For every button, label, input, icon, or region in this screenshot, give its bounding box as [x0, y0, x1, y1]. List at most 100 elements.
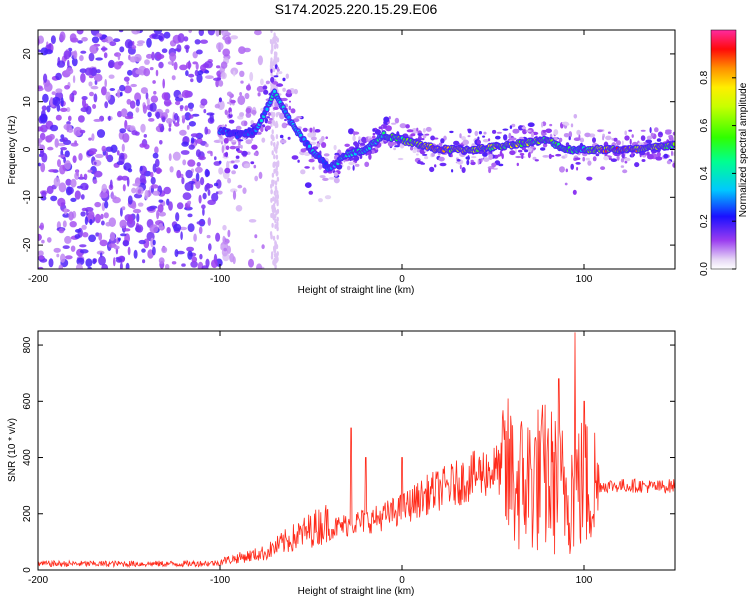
noise-blob — [478, 131, 482, 135]
noise-blob — [101, 39, 109, 42]
noise-blob — [270, 197, 273, 203]
noise-blob — [41, 239, 45, 244]
noise-blob — [124, 115, 134, 120]
noise-blob — [217, 190, 223, 195]
noise-blob — [276, 199, 279, 204]
noise-blob — [92, 179, 98, 185]
noise-blob — [82, 98, 86, 108]
noise-blob — [56, 104, 61, 112]
noise-blob — [243, 120, 248, 127]
noise-blob — [131, 130, 138, 136]
noise-blob — [55, 72, 62, 81]
noise-blob — [668, 135, 672, 138]
noise-blob — [227, 177, 232, 184]
noise-blob — [39, 113, 48, 123]
noise-blob — [96, 129, 106, 138]
noise-blob — [272, 208, 275, 214]
noise-blob — [605, 135, 612, 141]
noise-blob — [309, 127, 313, 133]
x-tick-label: -100 — [210, 575, 230, 586]
noise-blob — [541, 121, 544, 128]
noise-blob — [47, 237, 52, 243]
noise-blob — [135, 224, 144, 233]
colorbar-tick-label: 0.6 — [699, 118, 710, 132]
noise-blob — [42, 93, 49, 103]
noise-blob — [127, 246, 131, 256]
noise-blob — [471, 143, 476, 147]
spectrogram-y-ticks: -20 -10 0 10 20 — [22, 48, 675, 252]
noise-blob — [270, 68, 273, 74]
noise-blob — [346, 165, 351, 171]
noise-blob — [207, 199, 216, 205]
noise-blob — [602, 135, 605, 141]
noise-blob — [491, 162, 497, 168]
noise-blob — [270, 76, 275, 83]
noise-blob — [270, 82, 273, 87]
noise-blob — [44, 82, 53, 92]
noise-blob — [624, 157, 631, 162]
noise-blob — [620, 158, 625, 163]
noise-blob — [106, 154, 114, 163]
noise-blob — [399, 123, 407, 129]
noise-blob — [272, 67, 276, 73]
noise-blob — [105, 146, 114, 152]
colorbar-ticks: 0.0 0.2 0.4 0.6 0.8 — [699, 70, 736, 276]
noise-blob — [322, 177, 329, 181]
noise-blob — [79, 244, 87, 248]
noise-blob — [190, 78, 194, 83]
noise-blob — [275, 254, 279, 260]
noise-blob — [151, 51, 155, 61]
noise-blob — [646, 135, 653, 140]
noise-blob — [120, 207, 123, 217]
noise-blob — [621, 140, 624, 146]
noise-blob — [310, 136, 317, 141]
noise-blob — [195, 62, 199, 70]
noise-blob — [91, 36, 100, 44]
noise-blob — [307, 132, 313, 138]
noise-blob — [416, 149, 421, 153]
noise-blob — [624, 135, 630, 141]
noise-blob — [568, 131, 573, 138]
noise-blob — [187, 250, 193, 260]
y-tick-label: -10 — [22, 190, 33, 205]
noise-blob — [344, 143, 351, 147]
noise-blob — [126, 176, 130, 187]
noise-blob — [94, 213, 101, 224]
noise-blob — [270, 234, 273, 240]
noise-blob — [38, 126, 44, 132]
noise-blob — [220, 141, 224, 145]
noise-blob — [92, 104, 97, 109]
noise-blob — [656, 151, 661, 158]
noise-blob — [613, 137, 618, 142]
noise-blob — [215, 191, 219, 195]
noise-blob — [85, 185, 89, 190]
noise-blob — [254, 234, 258, 239]
noise-blob — [246, 84, 251, 91]
noise-blob — [132, 208, 142, 214]
noise-blob — [139, 143, 146, 148]
noise-blob — [65, 67, 74, 75]
noise-blob — [187, 200, 192, 205]
noise-blob — [238, 139, 244, 142]
noise-blob — [631, 134, 634, 138]
noise-blob — [368, 153, 372, 160]
noise-blob — [352, 135, 356, 142]
spectrogram-x-ticks: -200 -100 0 100 — [28, 30, 593, 285]
noise-blob — [152, 80, 156, 84]
noise-blob — [532, 156, 537, 161]
noise-blob — [131, 202, 137, 210]
noise-blob — [194, 69, 199, 77]
noise-blob — [184, 105, 189, 111]
noise-blob — [372, 132, 376, 136]
noise-blob — [119, 91, 123, 97]
noise-blob — [393, 147, 396, 151]
noise-blob — [98, 232, 103, 241]
y-tick-label: 600 — [22, 393, 33, 410]
noise-blob — [158, 123, 162, 128]
noise-blob — [174, 122, 180, 127]
noise-blob — [672, 162, 675, 168]
noise-blob — [564, 153, 568, 158]
noise-blob — [237, 184, 243, 189]
noise-blob — [93, 73, 103, 82]
noise-blob — [237, 95, 246, 106]
